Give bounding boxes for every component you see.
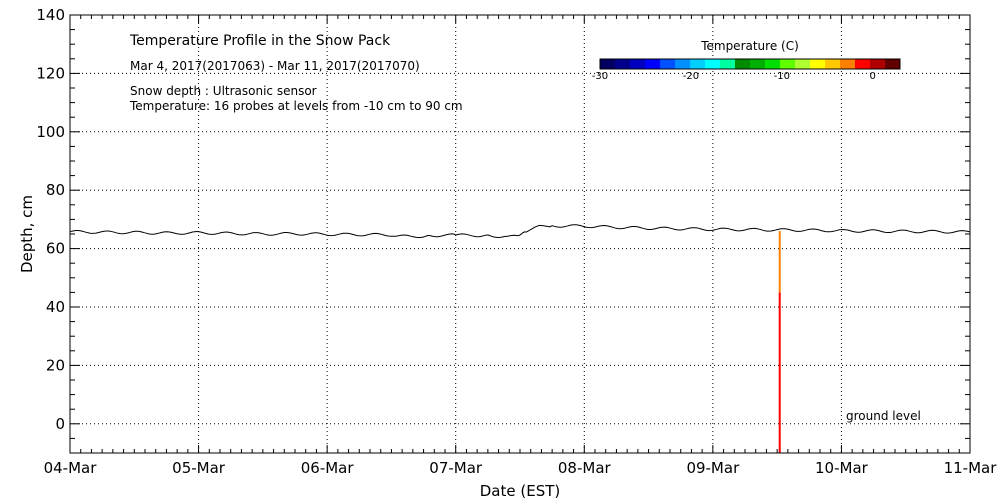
colorbar-tick-label: 0	[870, 71, 876, 82]
grid	[70, 15, 970, 453]
colorbar-tick-label: -30	[592, 71, 608, 82]
colorbar-swatches	[600, 59, 901, 69]
x-tick-label: 09-Mar	[686, 459, 740, 477]
y-tick-labels: 0 20 40 60 80 100 120 140	[36, 6, 65, 433]
colorbar-swatch	[825, 59, 841, 69]
colorbar-swatch	[780, 59, 796, 69]
y-tick-label: 40	[46, 298, 65, 316]
colorbar-swatch	[810, 59, 826, 69]
colorbar-tick-label: -20	[683, 71, 699, 82]
y-tick-label: 20	[46, 356, 65, 374]
y-axis-label: Depth, cm	[18, 195, 36, 273]
colorbar-swatch	[735, 59, 751, 69]
series-group	[69, 224, 971, 239]
note-temperature: Temperature: 16 probes at levels from -1…	[129, 99, 463, 113]
colorbar-swatch	[675, 59, 691, 69]
x-axis-label: Date (EST)	[480, 482, 561, 500]
colorbar-swatch	[885, 59, 901, 69]
x-tick-label: 07-Mar	[429, 459, 483, 477]
y-tick-label: 100	[36, 123, 65, 141]
x-tick-label: 10-Mar	[815, 459, 869, 477]
colorbar-swatch	[840, 59, 856, 69]
y-tick-label: 60	[46, 240, 65, 258]
x-tick-label: 06-Mar	[301, 459, 355, 477]
ground-level-label: ground level	[846, 409, 921, 423]
y-tick-label: 0	[55, 415, 65, 433]
x-tick-label: 08-Mar	[558, 459, 612, 477]
snow-depth-line	[69, 224, 971, 239]
x-tick-label: 04-Mar	[44, 459, 98, 477]
note-snow-depth: Snow depth : Ultrasonic sensor	[130, 84, 317, 98]
colorbar-swatch	[855, 59, 871, 69]
colorbar-swatch	[795, 59, 811, 69]
x-tick-labels: 04-Mar 05-Mar 06-Mar 07-Mar 08-Mar 09-Mar 10-M…	[44, 459, 998, 477]
colorbar-frame	[599, 58, 901, 70]
colorbar-swatch	[615, 59, 631, 69]
colorbar-title: Temperature (C)	[700, 39, 799, 53]
colorbar-tick-label: -10	[774, 71, 790, 82]
colorbar: Temperature (C) -30 -20 -10 0	[592, 39, 901, 82]
colorbar-swatch	[690, 59, 706, 69]
colorbar-swatch	[600, 59, 616, 69]
y-tick-label: 80	[46, 181, 65, 199]
chart-title: Temperature Profile in the Snow Pack	[129, 33, 391, 49]
colorbar-swatch	[660, 59, 676, 69]
plot-frame	[69, 14, 971, 454]
x-tick-label: 11-Mar	[944, 459, 998, 477]
chart-subtitle: Mar 4, 2017(2017063) - Mar 11, 2017(2017…	[130, 59, 420, 73]
colorbar-swatch	[630, 59, 646, 69]
colorbar-swatch	[645, 59, 661, 69]
colorbar-swatch	[750, 59, 766, 69]
colorbar-swatch	[765, 59, 781, 69]
y-tick-label: 140	[36, 6, 65, 24]
colorbar-ticks: -30 -20 -10 0	[592, 71, 876, 82]
colorbar-swatch	[705, 59, 721, 69]
colorbar-swatch	[720, 59, 736, 69]
y-tick-label: 120	[36, 64, 65, 82]
axis-ticks	[69, 14, 971, 454]
colorbar-swatch	[870, 59, 886, 69]
x-tick-label: 05-Mar	[172, 459, 226, 477]
